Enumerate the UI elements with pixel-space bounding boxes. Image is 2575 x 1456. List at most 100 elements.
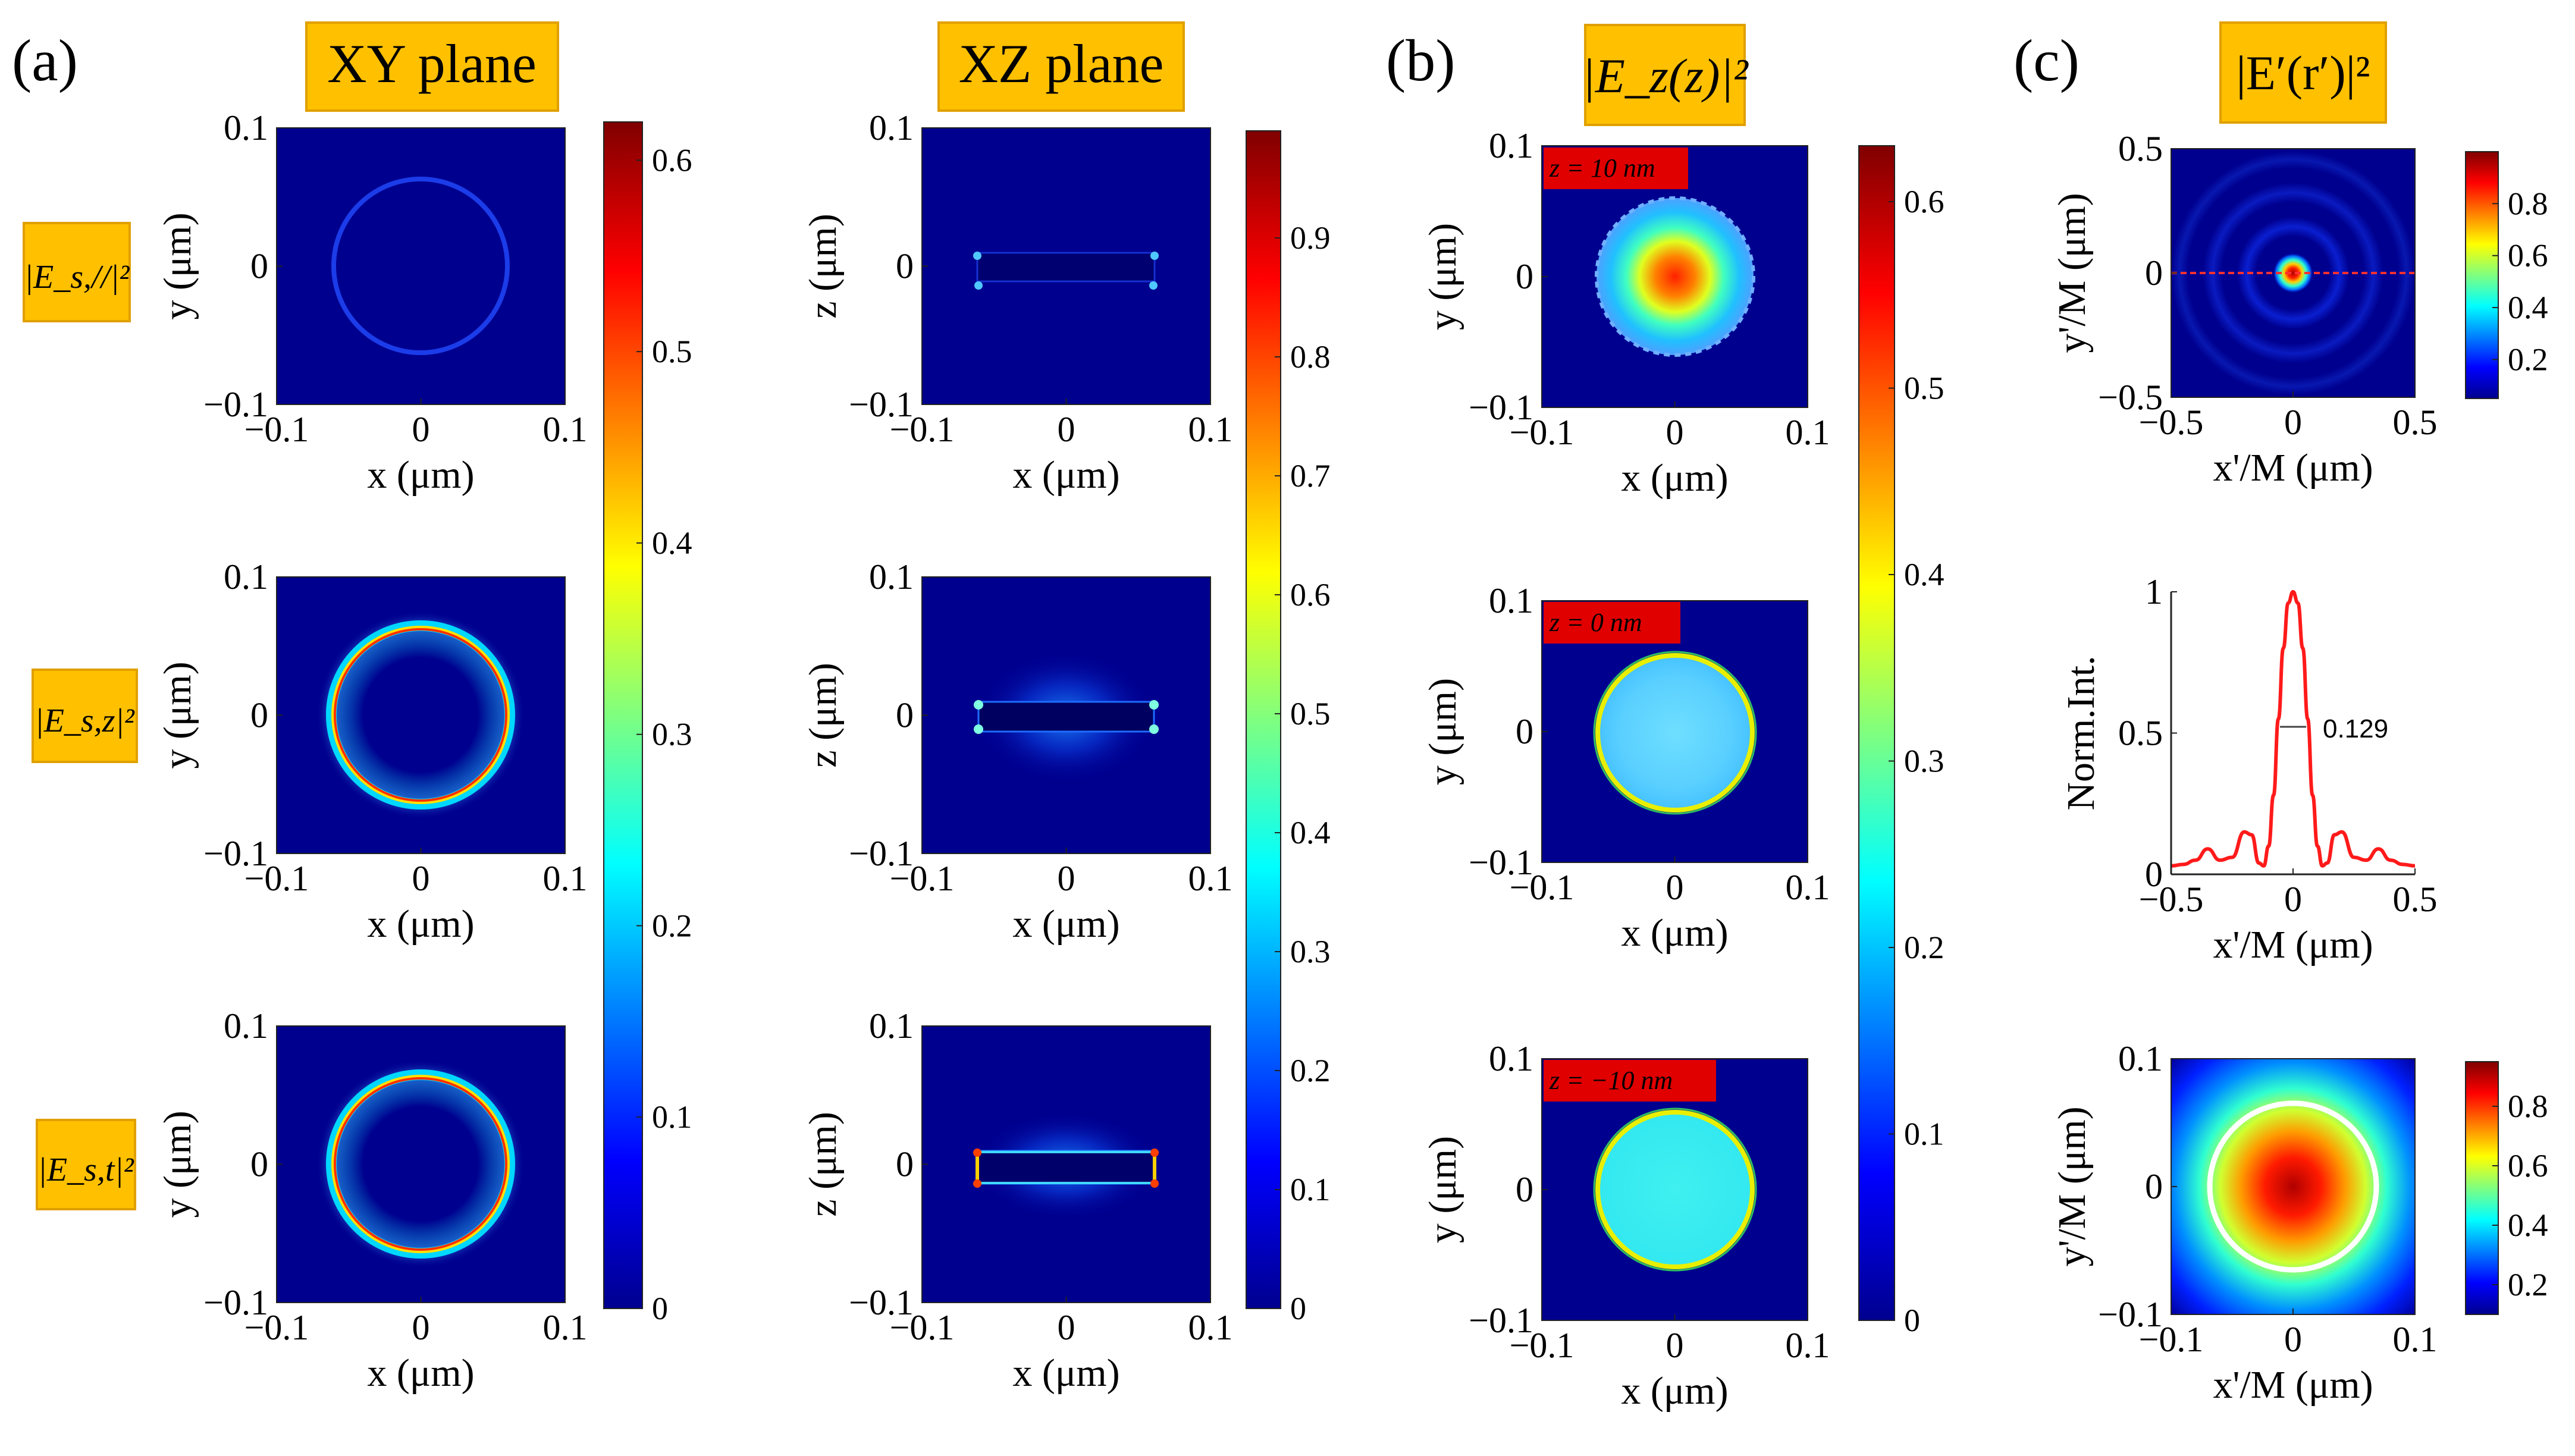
y-tick-label: −0.1 (203, 1283, 268, 1322)
colorbar-tick-label: 0.1 (1290, 1172, 1331, 1207)
x-axis-label: x (μm) (367, 902, 474, 946)
x-axis-label: x'/M (μm) (2213, 446, 2373, 489)
z-tag-2-text: z = 0 nm (1549, 608, 1642, 637)
row-badge-2: |E_s,z|² (32, 669, 138, 763)
colorbar-tick-label: 0.5 (1904, 371, 1944, 406)
x-tick-label: −0.1 (2139, 1320, 2204, 1359)
badge-bg (2219, 21, 2387, 124)
row-badge-3: |E_s,t|² (36, 1119, 136, 1210)
slab (976, 1150, 1156, 1185)
x-tick-label: 0.1 (1188, 859, 1233, 898)
x-tick-label: 0.1 (1786, 1326, 1830, 1365)
y-tick-label: 0.1 (224, 1006, 268, 1046)
y-tick-label: 0 (896, 247, 914, 286)
colorbar-tick-label: 0.6 (1904, 184, 1944, 219)
colorbar-tick-label: 0.6 (652, 142, 692, 178)
y-tick-label: 0.1 (869, 557, 914, 597)
y-tick-label: 0.1 (224, 557, 268, 597)
plot-bg (277, 128, 565, 404)
badge-bg (937, 21, 1185, 112)
plot-b-1 (1541, 145, 1808, 408)
x-tick-label: 0 (412, 859, 430, 898)
x-axis-label: x'/M (μm) (2213, 1363, 2373, 1407)
colorbar-tick-label: 0 (652, 1291, 668, 1326)
colorbar-tick-label: 0.6 (2508, 238, 2548, 274)
x-tick-label: −0.1 (1510, 868, 1575, 907)
x-axis-label: x (μm) (1621, 911, 1728, 955)
slab (977, 701, 1155, 733)
y-tick-label: 0.1 (869, 108, 914, 148)
header-c-badge: |E′(r′)|² (2219, 21, 2387, 124)
colorbar-tick-label: 0 (1290, 1291, 1306, 1326)
plot-a-xz-3 (921, 1025, 1211, 1303)
disk-rim (1595, 653, 1755, 812)
edge-spot (1149, 281, 1158, 290)
x-tick-label: 0 (1666, 413, 1684, 452)
y-tick-label: 0.1 (1489, 581, 1533, 620)
y-tick-label: 0 (250, 247, 268, 286)
colorbar-b: 0 0.1 0.2 0.3 0.4 0.5 0.6 (1858, 145, 1944, 1338)
ring-core (334, 1077, 507, 1251)
white-circle (2207, 1100, 2379, 1273)
x-tick-label: −0.5 (2139, 403, 2204, 442)
colorbar-tick-label: 0.4 (652, 525, 692, 561)
header-b: |E_z(z)|² (1582, 49, 1749, 103)
z-tag-1-text: z = 10 nm (1549, 153, 1655, 183)
badge-bg (305, 21, 559, 112)
x-tick-label: 0.1 (543, 1308, 588, 1347)
x-tick-label: 0.1 (1786, 868, 1830, 907)
colorbar-tick-label: 0.5 (652, 334, 692, 369)
slab (976, 252, 1156, 283)
colorbar-gradient (1246, 130, 1281, 1309)
ring-core (334, 628, 507, 802)
colorbar-tick-label: 0.6 (2508, 1148, 2548, 1184)
colorbar-tick-label: 0.6 (1290, 577, 1331, 613)
edge-spot (1149, 724, 1159, 734)
z-tag-1: z = 10 nm (1544, 148, 1688, 189)
x-tick-label: 0.1 (543, 859, 588, 898)
disk (1597, 198, 1754, 355)
edge-spot (1150, 1179, 1159, 1188)
colorbar-tick-label: 0.3 (652, 717, 692, 752)
y-axis-label: y (μm) (156, 1110, 199, 1217)
x-tick-label: 0 (1666, 868, 1684, 907)
colorbar-tick-label: 0.2 (1290, 1053, 1331, 1088)
edge-spot (973, 1179, 981, 1188)
edge-spot (974, 700, 983, 710)
header-c: |E′(r′)|² (2236, 46, 2370, 100)
edge-spot (974, 724, 983, 734)
colorbar-gradient (1858, 145, 1895, 1321)
colorbar-tick-label: 0.3 (1290, 934, 1331, 969)
x-tick-label: −0.1 (890, 410, 955, 449)
tag-bg (1544, 148, 1688, 189)
row-badge-1: |E_s,//|² (23, 222, 131, 322)
colorbar-tick-label: 0.5 (1290, 696, 1331, 732)
badge-bg (23, 222, 131, 322)
plot-c-3 (2171, 1058, 2416, 1315)
x-tick-label: −0.5 (2139, 880, 2204, 919)
fwhm-label: 0.129 (2323, 714, 2388, 743)
y-tick-label: −0.1 (849, 385, 914, 424)
y-tick-label: −0.1 (849, 834, 914, 873)
x-tick-label: 0.1 (2393, 1320, 2438, 1359)
colorbar-tick-label: 0.2 (2508, 341, 2548, 377)
x-axis-label: x (μm) (1621, 1369, 1728, 1413)
y-tick-label: 0 (2145, 253, 2163, 293)
y-axis-label: y (μm) (156, 661, 199, 768)
panel-label-a: (a) (12, 27, 78, 93)
y-tick-label: 0 (2145, 855, 2163, 894)
y-tick-label: 1 (2145, 572, 2163, 611)
y-tick-label: −0.5 (2098, 378, 2163, 417)
x-tick-label: 0.1 (1188, 410, 1233, 449)
y-tick-label: 0 (2145, 1167, 2163, 1206)
y-axis-label: z (μm) (801, 214, 845, 318)
x-tick-label: −0.1 (890, 859, 955, 898)
x-tick-label: 0 (1058, 1308, 1075, 1347)
x-tick-label: −0.1 (1510, 413, 1575, 452)
y-axis-label: y'/M (μm) (2050, 193, 2094, 353)
colorbar-tick-label: 0.2 (2508, 1267, 2548, 1303)
colorbar-tick-label: 0.2 (1904, 930, 1944, 965)
y-axis-label: y (μm) (156, 212, 199, 319)
edge-spot (1149, 700, 1159, 710)
